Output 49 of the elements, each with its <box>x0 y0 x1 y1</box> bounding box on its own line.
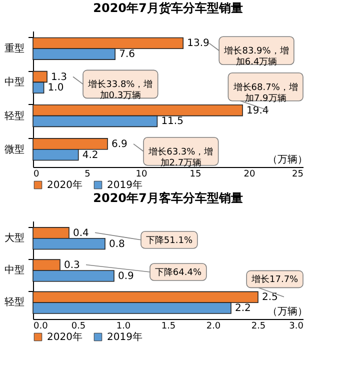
x-tick-label: 0.0 <box>34 322 48 332</box>
x-tick-label: 25 <box>292 170 304 180</box>
y-tick-label: 重型 <box>4 42 24 55</box>
annotation: 增长63.3%，增加2.7万辆 <box>148 146 214 168</box>
data-label: 4.2 <box>82 150 98 161</box>
y-tick-label: 轻型 <box>4 110 24 122</box>
x-tick-label: 0.5 <box>71 322 86 332</box>
legend-label: 2020年 <box>47 179 82 191</box>
x-tick-label: 20 <box>244 170 256 180</box>
data-label: 2.2 <box>235 303 251 314</box>
data-label: 7.6 <box>119 49 135 60</box>
y-tick-label: 微型 <box>4 143 24 156</box>
x-tick-label: 2.5 <box>251 322 266 332</box>
x-tick-label: 15 <box>190 170 202 180</box>
annotation: 增长83.9%，增加6.4万辆 <box>223 46 289 68</box>
data-label: 0.3 <box>64 260 80 272</box>
data-label: 13.9 <box>187 38 210 50</box>
chart-title: 2020年7月客车分车型销量 <box>93 191 243 205</box>
y-tick-label: 轻型 <box>4 296 24 308</box>
y-tick-label: 大型 <box>4 232 24 244</box>
data-label: 11.5 <box>161 116 184 128</box>
annotation: 增长33.8%，增加0.3万辆 <box>87 79 153 102</box>
data-label: 6.9 <box>112 138 128 150</box>
x-tick-label: 1.0 <box>116 322 131 332</box>
annotation: 下降64.4% <box>154 267 202 278</box>
data-label: 1.3 <box>51 72 67 83</box>
x-tick-label: 2.0 <box>206 322 221 332</box>
annotation: 增长68.7%，增加7.9万辆 <box>232 82 298 104</box>
x-tick-label: 10 <box>136 170 148 180</box>
x-tick-label: 1.5 <box>161 322 176 332</box>
data-label: 1.0 <box>48 82 64 94</box>
y-tick-label: 中型 <box>4 76 24 88</box>
chart-title: 2020年7月货车分车型销量 <box>93 1 243 15</box>
annotation: 下降51.1% <box>146 234 193 246</box>
legend-label: 2019年 <box>107 179 142 191</box>
annotation: 增长17.7% <box>250 274 299 286</box>
legend-label: 2020年 <box>47 331 82 343</box>
data-label: 0.9 <box>118 270 134 282</box>
x-tick-label: 3.0 <box>289 322 304 332</box>
y-tick-label: 中型 <box>4 264 24 276</box>
x-axis-title: （万辆） <box>268 154 308 166</box>
x-axis-title: （万辆） <box>268 306 308 318</box>
x-tick-label: 5 <box>84 170 90 180</box>
data-label: 2.5 <box>262 292 278 304</box>
x-tick-label: 0 <box>34 170 40 180</box>
data-label: 0.8 <box>109 238 125 250</box>
legend-label: 2019年 <box>107 331 142 343</box>
data-label: 0.4 <box>73 228 89 239</box>
data-label: 19.4 <box>246 105 269 116</box>
